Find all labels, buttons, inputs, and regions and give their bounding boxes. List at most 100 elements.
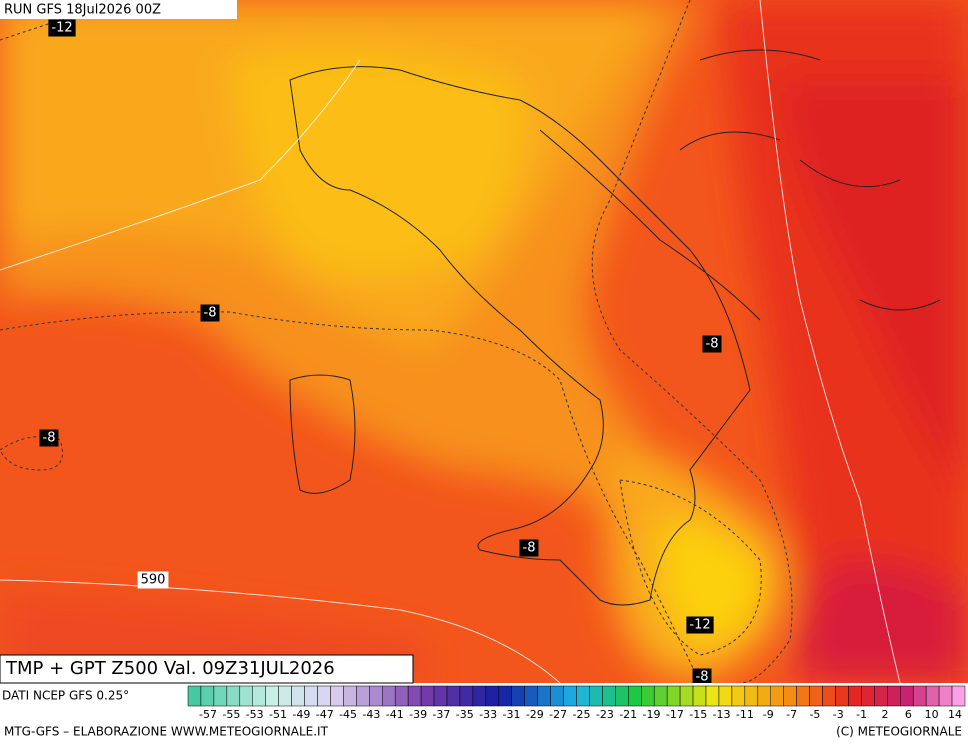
colorbar-swatch [356,685,370,707]
colorbar-label: -23 [596,708,614,721]
colorbar-swatch [343,685,357,707]
colorbar-swatch [382,685,396,707]
colorbar-swatch [550,685,564,707]
colorbar-swatch [304,685,318,707]
colorbar-swatch [239,685,254,707]
source-label: DATI NCEP GFS 0.25° [2,689,129,703]
colorbar-label: -45 [339,708,357,721]
colorbar-swatch [705,685,720,707]
colorbar-swatch [589,685,603,707]
colorbar-swatch [951,685,966,707]
run-label: RUN GFS 18Jul2026 00Z [4,3,161,18]
colorbar-swatch [925,685,940,707]
colorbar-swatch [731,685,746,707]
colorbar-label: -25 [573,708,591,721]
colorbar-swatch [278,685,292,707]
colorbar-swatch [796,685,810,707]
colorbar-swatch [446,685,461,707]
colorbar-swatch [563,685,577,707]
contour-label: 590 [141,573,166,588]
contour-label: -8 [204,306,217,321]
colorbar-label: -1 [856,708,867,721]
coastlines [289,49,941,606]
geopotential-lines [0,0,901,683]
colorbar-swatch [394,685,409,707]
colorbar-swatch [783,685,797,707]
colorbar-label: -47 [316,708,334,721]
colorbar-label: -31 [502,708,520,721]
colorbar-swatch [628,685,642,707]
colorbar-label: -3 [833,708,844,721]
colorbar-swatch [718,685,733,707]
colorbar-swatch [433,685,448,707]
colorbar-label: -27 [549,708,567,721]
colorbar-swatch [369,685,383,707]
colorbar-swatch [822,685,836,707]
colorbar-label: 10 [925,708,939,721]
colorbar-swatch [330,685,344,707]
colorbar-label: -41 [386,708,404,721]
colorbar-label: -29 [526,708,544,721]
colorbar-swatch [679,685,694,707]
colorbar-swatch [524,685,538,707]
colorbar-swatch [252,685,266,707]
colorbar-label: -55 [222,708,240,721]
colorbar-swatch [887,685,901,707]
colorbar-swatch [265,685,279,707]
colorbar-swatch [809,685,823,707]
map-title: TMP + GPT Z500 Val. 09Z31JUL2026 [5,658,335,679]
colorbar-swatch [213,685,228,707]
colorbar-label: -51 [269,708,287,721]
colorbar-label: -53 [246,708,264,721]
colorbar-label: -19 [643,708,661,721]
colorbar-label: -39 [409,708,427,721]
credit-right: (C) METEOGIORNALE [836,725,962,739]
colorbar-swatch [602,685,616,707]
colorbar-swatch [666,685,681,707]
colorbar: -57 -55 -53 -51 -49 -47 -45 -43 -41 -39 -37 -35 -33-… [187,685,966,721]
colorbar-label: -5 [809,708,820,721]
contour-label-box [692,668,712,683]
colorbar-swatch [848,685,862,707]
colorbar-swatch [861,685,875,707]
colorbar-swatch [653,685,668,707]
run-box [0,0,237,19]
colorbar-swatch [537,685,551,707]
colorbar-label: 6 [905,708,912,721]
colorbar-swatch [900,685,914,707]
colorbar-label: -15 [689,708,707,721]
colorbar-label: -17 [666,708,684,721]
colorbar-swatch [692,685,707,707]
contour-label: -12 [689,618,710,633]
colorbar-swatch [912,685,927,707]
colorbar-label: 2 [881,708,888,721]
contour-label-box [686,616,714,634]
colorbar-swatch [511,685,525,707]
colorbar-swatch [744,685,759,707]
colorbar-label: -49 [292,708,310,721]
contour-label-box [519,539,539,557]
title-box [0,654,414,684]
isotherms [0,0,793,683]
contour-label: -8 [696,670,709,685]
contour-label: -8 [523,541,536,556]
contour-label: -12 [51,21,72,36]
colorbar-label: -9 [763,708,774,721]
colorbar-label: -33 [479,708,497,721]
colorbar-swatch [615,685,629,707]
colorbar-label: 14 [948,708,962,721]
credit-left: MTG-GFS – ELABORAZIONE WWW.METEOGIORNALE… [4,725,329,739]
contour-label-box [702,335,722,353]
colorbar-swatch [187,685,202,707]
colorbar-swatch [498,685,512,707]
contour-labels: -12 -8 -8 -8 -8 590 -12 -8 [39,19,722,685]
contour-label-box [137,571,169,589]
colorbar-label: -57 [199,708,217,721]
colorbar-swatch [472,685,487,707]
colorbar-swatch [226,685,241,707]
colorbar-label: -11 [736,708,754,721]
contour-label: -8 [706,337,719,352]
colorbar-swatch [757,685,771,707]
colorbar-label: -7 [786,708,797,721]
